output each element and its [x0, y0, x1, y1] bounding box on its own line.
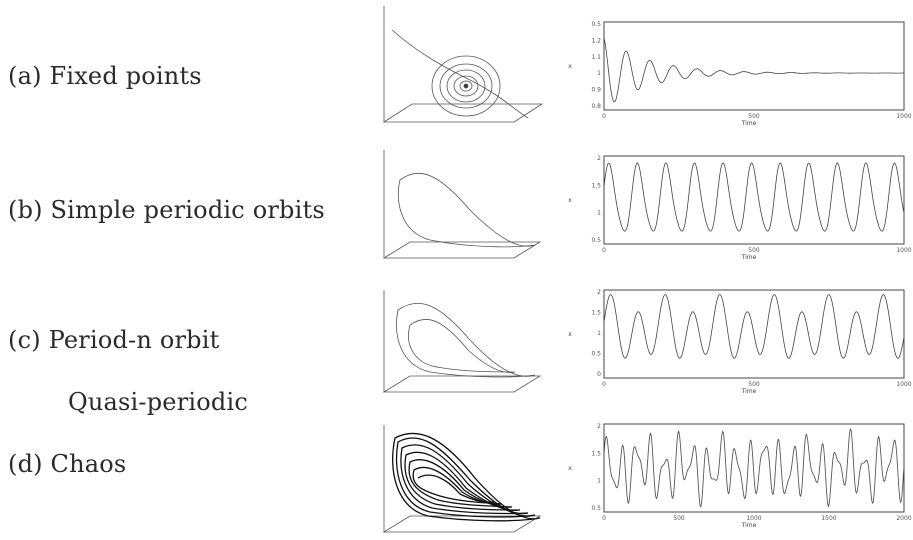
- y-tick-label: 1.5: [591, 310, 601, 317]
- x-axis-label: Time: [741, 120, 757, 127]
- orbit-loop-outer: [396, 302, 536, 378]
- y-tick-label: 1: [597, 70, 601, 77]
- y-axis-label: x: [568, 197, 572, 204]
- label-quasi-periodic: Quasi-periodic: [68, 388, 248, 416]
- y-tick-label: 0.5: [591, 21, 601, 28]
- y-tick-label: 1: [597, 330, 601, 337]
- y-tick-label: 2: [597, 423, 601, 430]
- limit-cycle: [397, 172, 536, 248]
- phase-base-plane: [382, 515, 542, 533]
- label-period-n: (c) Period-n orbit: [8, 326, 220, 354]
- label-chaos: (d) Chaos: [8, 450, 127, 478]
- y-tick-label: 1.5: [591, 182, 601, 189]
- x-tick-label: 0: [602, 113, 606, 120]
- y-tick-label: 1.1: [591, 54, 601, 61]
- label-simple-periodic: (b) Simple periodic orbits: [8, 196, 325, 224]
- x-tick-label: 500: [748, 113, 760, 120]
- phase-base-plane: [382, 241, 542, 259]
- series-line: [603, 162, 905, 232]
- phase-portrait-a: [382, 6, 544, 123]
- y-axis-label: x: [568, 331, 572, 338]
- panel-frame: [603, 155, 905, 245]
- y-axis-label: x: [568, 465, 572, 472]
- series-line: [603, 37, 904, 103]
- chaotic-attractor: [392, 432, 541, 522]
- y-tick-label: 1: [597, 478, 601, 485]
- x-tick-label: 0: [602, 515, 606, 522]
- y-tick-label: 0.5: [591, 237, 601, 244]
- phase-portrait-c: [382, 290, 542, 393]
- y-tick-label: 1.2: [591, 37, 601, 44]
- label-fixed-points: (a) Fixed points: [8, 62, 202, 90]
- timeseries-panel-b: [603, 155, 905, 245]
- y-tick-label: 0.9: [591, 87, 601, 94]
- phase-portrait-d: [382, 425, 542, 533]
- phase-base-plane: [382, 103, 544, 123]
- x-tick-label: 500: [748, 247, 760, 254]
- phase-base-plane: [382, 375, 542, 393]
- y-tick-label: 2: [597, 155, 601, 162]
- series-line: [603, 294, 905, 359]
- fixed-point-marker: [463, 83, 469, 89]
- y-tick-label: 0.8: [591, 103, 601, 110]
- phase-trajectory: [391, 29, 529, 119]
- x-tick-label: 0: [602, 247, 606, 254]
- phase-spiral: [431, 55, 501, 117]
- y-tick-label: 1.5: [591, 450, 601, 457]
- x-tick-label: 1000: [896, 381, 911, 388]
- y-tick-label: 1: [597, 210, 601, 217]
- x-tick-label: 1000: [896, 113, 911, 120]
- x-axis-label: Time: [741, 522, 757, 529]
- x-axis-label: Time: [741, 254, 757, 261]
- timeseries-panel-a: [603, 21, 905, 111]
- x-tick-label: 1000: [746, 515, 761, 522]
- panel-frame: [603, 289, 905, 379]
- x-tick-label: 1000: [896, 247, 911, 254]
- y-axis-label: x: [568, 63, 572, 70]
- x-tick-label: 0: [602, 381, 606, 388]
- phase-portrait-b: [382, 150, 542, 259]
- y-tick-label: 2: [597, 289, 601, 296]
- series-line: [603, 428, 905, 508]
- x-axis-label: Time: [741, 388, 757, 395]
- x-tick-label: 2000: [896, 515, 911, 522]
- x-tick-label: 500: [673, 515, 685, 522]
- y-tick-label: 0: [597, 371, 601, 378]
- timeseries-panel-d: [603, 423, 905, 513]
- x-tick-label: 1500: [821, 515, 836, 522]
- orbit-loop-inner: [408, 319, 516, 373]
- timeseries-panel-c: [603, 289, 905, 379]
- x-tick-label: 500: [748, 381, 760, 388]
- y-tick-label: 0.5: [591, 505, 601, 512]
- panel-frame: [603, 423, 905, 513]
- y-tick-label: 0.5: [591, 351, 601, 358]
- panel-frame: [603, 21, 905, 111]
